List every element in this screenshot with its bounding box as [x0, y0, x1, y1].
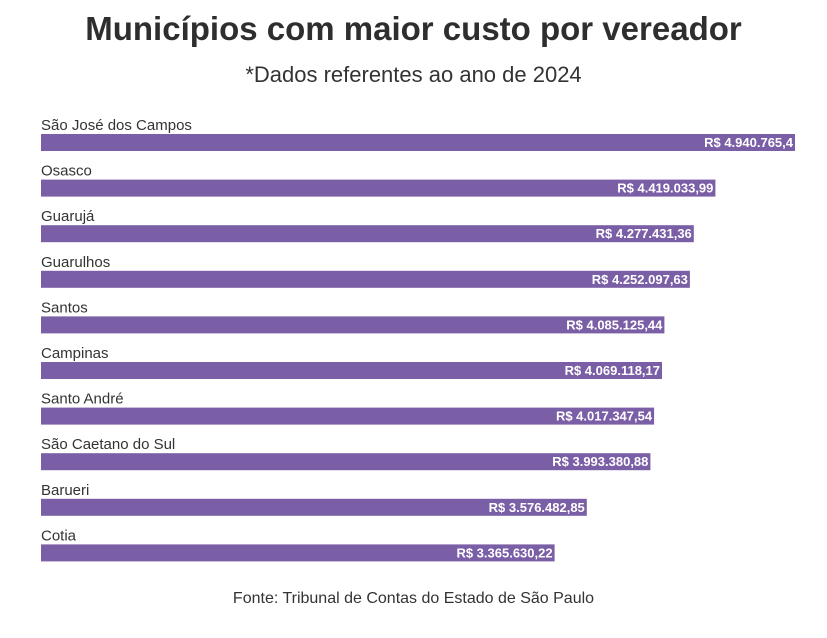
data-label: R$ 4.419.033,99 [617, 181, 713, 196]
data-label: R$ 4.085.125,44 [566, 317, 663, 332]
data-label: R$ 4.252.097,63 [592, 272, 688, 287]
bar [41, 270, 690, 288]
data-label: R$ 3.576.482,85 [489, 500, 585, 515]
bar [41, 134, 795, 151]
data-label: R$ 4.017.347,54 [556, 409, 653, 424]
data-label: R$ 4.940.765,4 [704, 135, 794, 150]
category-label: Campinas [41, 345, 109, 362]
chart-subtitle: *Dados referentes ao ano de 2024 [245, 62, 582, 87]
category-label: Guarulhos [41, 254, 110, 271]
bar [41, 225, 694, 243]
data-label: R$ 3.993.380,88 [552, 454, 648, 469]
category-label: São Caetano do Sul [41, 436, 175, 453]
bar [41, 362, 662, 379]
data-label: R$ 4.069.118,17 [565, 363, 660, 378]
bar [41, 316, 665, 334]
data-label: R$ 3.365.630,22 [456, 545, 552, 560]
category-label: Cotia [41, 527, 77, 544]
category-label: Santos [41, 299, 88, 316]
bar [41, 453, 651, 471]
category-label: Barueri [41, 482, 89, 499]
bar [41, 407, 655, 425]
chart-title: Municípios com maior custo por vereador [85, 10, 742, 47]
category-label: São José dos Campos [41, 117, 192, 134]
bar [41, 498, 587, 516]
bar [41, 179, 716, 197]
bar [41, 544, 555, 562]
source-note: Fonte: Tribunal de Contas do Estado de S… [232, 590, 595, 607]
category-label: Santo André [41, 391, 124, 408]
category-label: Guarujá [41, 208, 95, 225]
category-label: Osasco [41, 163, 92, 180]
data-label: R$ 4.277.431,36 [596, 226, 692, 241]
